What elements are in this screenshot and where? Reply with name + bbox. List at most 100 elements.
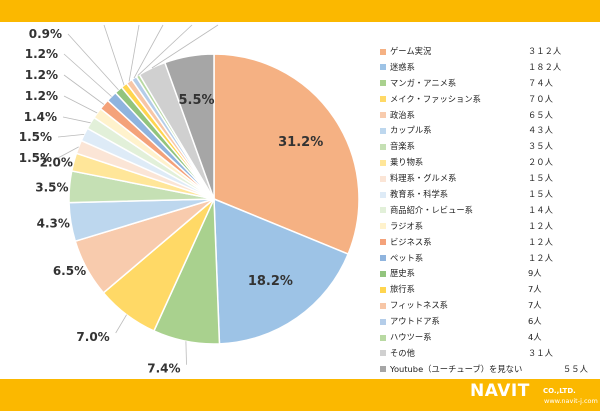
legend-count: ６５人 bbox=[528, 109, 553, 120]
legend-label: ペット系 bbox=[390, 252, 424, 263]
legend-count: ７０人 bbox=[528, 93, 553, 104]
legend-label: その他 bbox=[390, 347, 415, 358]
leader-line-9 bbox=[57, 146, 79, 159]
legend-count: １８２人 bbox=[528, 61, 562, 72]
pie-label-14: 1.2% bbox=[25, 47, 58, 61]
leader-line-12 bbox=[63, 95, 98, 114]
pie-label-12: 1.2% bbox=[25, 89, 58, 103]
legend-item: 政治系 ６５人 bbox=[380, 108, 595, 124]
leader-line-3 bbox=[185, 341, 187, 365]
pie-label-4: 7.0% bbox=[76, 330, 109, 344]
logo-suffix: CO.,LTD. bbox=[543, 387, 576, 395]
legend-item: その他 ３１人 bbox=[380, 346, 595, 362]
legend-swatch bbox=[380, 159, 386, 166]
legend-item: 乗り物系 ２０人 bbox=[380, 155, 595, 171]
pie-label-3: 7.4% bbox=[147, 362, 180, 376]
leader-line-14 bbox=[63, 53, 112, 97]
legend-count: １４人 bbox=[528, 204, 553, 215]
legend-swatch bbox=[380, 239, 386, 246]
leader-line-10 bbox=[57, 134, 85, 138]
top-band bbox=[0, 0, 600, 22]
legend-count: ２０人 bbox=[528, 157, 553, 168]
legend-item: フィットネス系 7人 bbox=[380, 298, 595, 314]
legend-swatch bbox=[380, 112, 386, 119]
legend-item: Youtube（ユーチューブ）を見ない ５５人 bbox=[380, 362, 595, 378]
legend-label: 政治系 bbox=[390, 109, 415, 120]
pie-label-16: 0.7% bbox=[87, 22, 120, 25]
legend-swatch bbox=[380, 207, 386, 214]
legend-swatch bbox=[380, 255, 386, 262]
legend-count: １５人 bbox=[528, 189, 553, 200]
chart-area: 31.2% 18.2% 7.4% 7.0% 6.5% 4.3% 3.5% 2.0% 1.5% 1.… bbox=[0, 11, 600, 379]
legend-item: ハウツー系 4人 bbox=[380, 330, 595, 346]
legend-label: 教育系・科学系 bbox=[390, 189, 449, 200]
leader-line-4 bbox=[115, 314, 127, 334]
legend-count: 7人 bbox=[528, 300, 542, 311]
legend-item: カップル系 ４３人 bbox=[380, 123, 595, 139]
legend-count: １２人 bbox=[528, 236, 553, 247]
legend-swatch bbox=[380, 286, 386, 293]
legend-label: ゲーム実況 bbox=[390, 46, 432, 56]
pie-slices bbox=[68, 53, 360, 345]
legend-item: 歴史系 9人 bbox=[380, 266, 595, 282]
legend-count: 6人 bbox=[528, 316, 542, 327]
legend-label: 旅行系 bbox=[390, 284, 415, 295]
legend-item: 商品紹介・レビュー系 １４人 bbox=[380, 203, 595, 219]
legend-swatch bbox=[380, 127, 386, 134]
legend-swatch bbox=[380, 270, 386, 277]
pie-label-11: 1.4% bbox=[24, 110, 57, 124]
legend-swatch bbox=[380, 48, 386, 55]
pie-label-21: 5.5% bbox=[178, 93, 214, 108]
legend-label: メイク・ファッション系 bbox=[390, 93, 481, 104]
legend: ゲーム実況 ３１２人 迷惑系 １８２人マンガ・アニメ系 ７４人メイク・ファッション系 ７０… bbox=[380, 44, 595, 378]
pie-label-1: 31.2% bbox=[278, 135, 323, 150]
legend-label: カップル系 bbox=[390, 125, 432, 136]
legend-count: ３１人 bbox=[528, 347, 553, 358]
leader-line-19 bbox=[137, 24, 193, 76]
pie-label-20: 3.1% bbox=[201, 22, 234, 25]
pie-label-6: 4.3% bbox=[37, 217, 70, 231]
leader-line-13 bbox=[63, 74, 105, 105]
leader-line-16 bbox=[103, 24, 125, 86]
legend-count: 4人 bbox=[528, 332, 542, 343]
legend-label: 乗り物系 bbox=[390, 157, 424, 168]
pie-slice-1 bbox=[213, 53, 360, 256]
legend-swatch bbox=[380, 334, 386, 341]
legend-label: 迷惑系 bbox=[390, 61, 415, 72]
legend-count: ３５人 bbox=[528, 141, 553, 152]
legend-swatch bbox=[380, 350, 386, 357]
pie-slice-2 bbox=[213, 197, 350, 345]
legend-count: ７４人 bbox=[528, 77, 553, 88]
legend-item: 料理系・グルメ系 １５人 bbox=[380, 171, 595, 187]
legend-label: 歴史系 bbox=[390, 268, 415, 279]
legend-swatch bbox=[380, 175, 386, 182]
legend-item: ビジネス系 １２人 bbox=[380, 235, 595, 251]
pie-label-15: 0.9% bbox=[29, 27, 62, 41]
legend-label: フィットネス系 bbox=[390, 300, 448, 311]
legend-item: マンガ・アニメ系 ７４人 bbox=[380, 76, 595, 92]
legend-label: 音楽系 bbox=[390, 141, 415, 152]
legend-label: マンガ・アニメ系 bbox=[390, 77, 457, 88]
legend-swatch bbox=[380, 80, 386, 87]
pie-slice-21 bbox=[163, 53, 215, 200]
legend-count: １５人 bbox=[528, 173, 553, 184]
legend-swatch bbox=[380, 318, 386, 325]
leader-line-17 bbox=[128, 24, 140, 82]
legend-count: １２人 bbox=[528, 220, 553, 231]
legend-swatch bbox=[380, 143, 386, 150]
legend-item: ラジオ系 １２人 bbox=[380, 219, 595, 235]
legend-label: ビジネス系 bbox=[390, 236, 432, 247]
legend-label: アウトドア系 bbox=[390, 316, 440, 327]
legend-item: ゲーム実況 ３１２人 bbox=[380, 44, 595, 60]
pie-label-2: 18.2% bbox=[248, 274, 293, 289]
pie-label-13: 1.2% bbox=[25, 68, 58, 82]
legend-swatch bbox=[380, 64, 386, 71]
pie-label-8: 2.0% bbox=[40, 155, 73, 169]
legend-item: 迷惑系 １８２人 bbox=[380, 60, 595, 76]
legend-count: 7人 bbox=[528, 284, 542, 295]
logo-url: www.navit-j.com bbox=[544, 397, 598, 405]
legend-item: 旅行系 7人 bbox=[380, 282, 595, 298]
company-logo: NAVIT CO.,LTD. www.navit-j.com bbox=[470, 381, 598, 409]
pie-label-10: 1.5% bbox=[19, 130, 52, 144]
pie-label-5: 6.5% bbox=[53, 264, 86, 278]
